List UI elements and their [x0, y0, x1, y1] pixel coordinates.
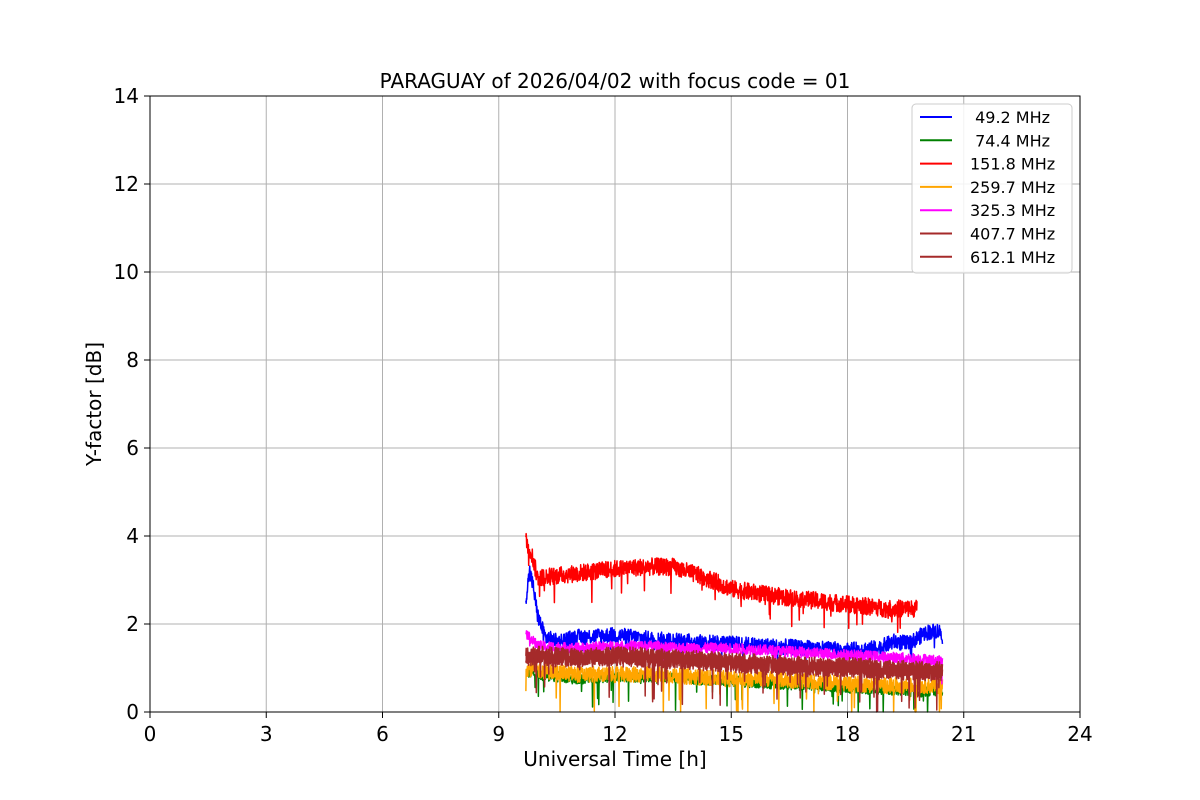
x-tick-label: 15	[719, 722, 744, 746]
x-tick-label: 12	[602, 722, 627, 746]
chart-title: PARAGUAY of 2026/04/02 with focus code =…	[380, 69, 851, 93]
x-tick-label: 9	[492, 722, 505, 746]
y-tick-label: 8	[126, 348, 139, 372]
x-tick-label: 24	[1067, 722, 1092, 746]
x-tick-label: 6	[376, 722, 389, 746]
series-line	[525, 660, 944, 713]
x-tick-label: 18	[835, 722, 860, 746]
y-tick-label: 2	[126, 612, 139, 636]
legend-label: 407.7 MHz	[970, 225, 1055, 244]
y-axis-label: Y-factor [dB]	[82, 342, 106, 467]
y-tick-label: 6	[126, 436, 139, 460]
y-tick-label: 10	[114, 260, 139, 284]
x-tick-label: 21	[951, 722, 976, 746]
series-line	[525, 630, 944, 685]
legend: 49.2 MHz 74.4 MHz 151.8 MHz 259.7 MHz 325.3…	[911, 103, 1073, 274]
x-axis-label: Universal Time [h]	[523, 747, 706, 771]
x-tick-label: 0	[144, 722, 157, 746]
y-tick-label: 4	[126, 524, 139, 548]
y-tick-label: 14	[114, 84, 139, 108]
y-tick-label: 0	[126, 700, 139, 724]
legend-label: 325.3 MHz	[970, 201, 1055, 220]
legend-label: 74.4 MHz	[970, 131, 1050, 150]
series-line	[525, 532, 918, 634]
legend-label: 49.2 MHz	[970, 108, 1050, 127]
series-line	[525, 645, 944, 712]
legend-label: 151.8 MHz	[970, 155, 1055, 174]
x-tick-label: 3	[260, 722, 273, 746]
series-group	[525, 532, 944, 713]
y-tick-label: 12	[114, 172, 139, 196]
legend-box	[911, 103, 1073, 274]
legend-label: 612.1 MHz	[970, 248, 1055, 267]
legend-label: 259.7 MHz	[970, 178, 1055, 197]
